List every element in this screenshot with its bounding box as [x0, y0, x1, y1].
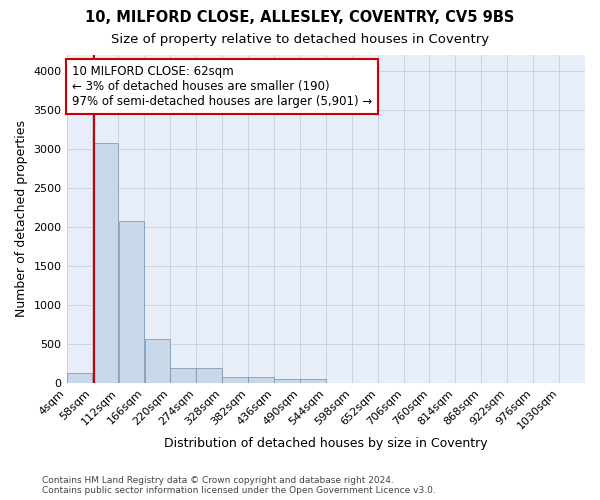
Bar	[170, 368, 196, 383]
Text: 10, MILFORD CLOSE, ALLESLEY, COVENTRY, CV5 9BS: 10, MILFORD CLOSE, ALLESLEY, COVENTRY, C…	[85, 10, 515, 25]
Text: 10 MILFORD CLOSE: 62sqm
← 3% of detached houses are smaller (190)
97% of semi-de: 10 MILFORD CLOSE: 62sqm ← 3% of detached…	[72, 65, 372, 108]
Bar	[119, 220, 144, 383]
Bar	[67, 373, 92, 383]
X-axis label: Distribution of detached houses by size in Coventry: Distribution of detached houses by size …	[164, 437, 488, 450]
Text: Contains HM Land Registry data © Crown copyright and database right 2024.
Contai: Contains HM Land Registry data © Crown c…	[42, 476, 436, 495]
Bar	[274, 378, 299, 383]
Bar	[248, 378, 274, 383]
Bar	[145, 339, 170, 383]
Text: Size of property relative to detached houses in Coventry: Size of property relative to detached ho…	[111, 32, 489, 46]
Bar	[196, 368, 222, 383]
Y-axis label: Number of detached properties: Number of detached properties	[15, 120, 28, 318]
Bar	[300, 379, 326, 383]
Bar	[223, 376, 248, 383]
Bar	[93, 143, 118, 383]
